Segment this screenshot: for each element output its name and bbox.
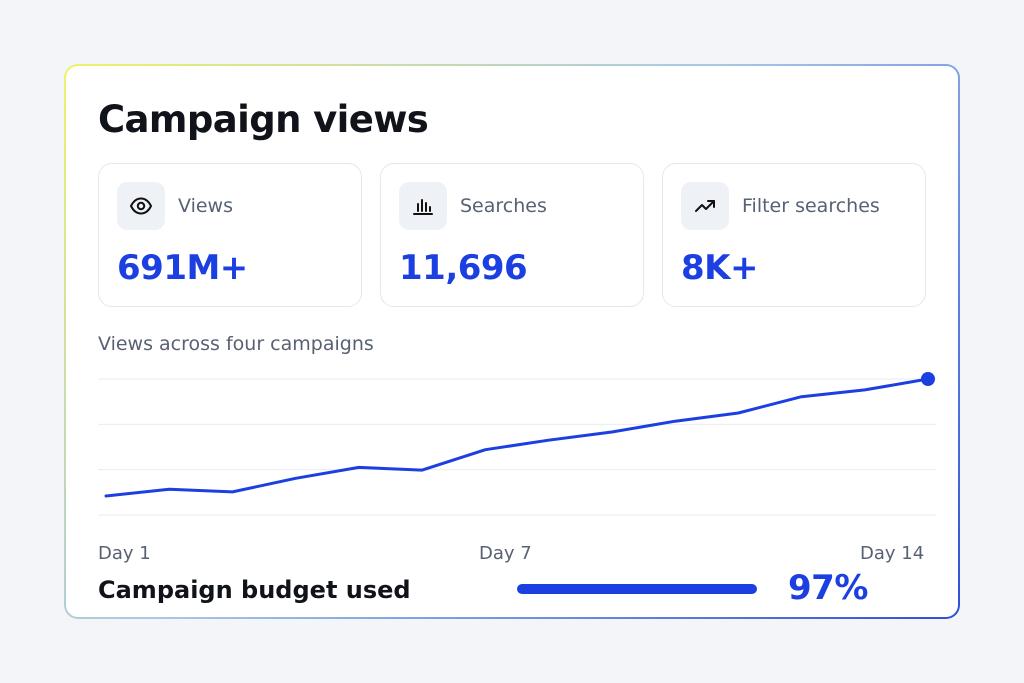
card-frame: Campaign views Views 691M+ Searches 11,6… <box>64 64 960 619</box>
eye-icon <box>117 182 165 230</box>
bar-chart-icon <box>399 182 447 230</box>
budget-label: Campaign budget used <box>98 576 411 604</box>
last-data-point[interactable] <box>921 372 935 386</box>
views-line-chart <box>98 372 936 516</box>
metric-card-searches: Searches 11,696 <box>380 163 644 307</box>
metric-label-views: Views <box>178 195 233 217</box>
x-axis-label-start: Day 1 <box>98 543 151 564</box>
metric-card-filter-searches: Filter searches 8K+ <box>662 163 926 307</box>
metric-value-searches: 11,696 <box>399 248 528 288</box>
metric-label-filter-searches: Filter searches <box>742 195 880 217</box>
series-line <box>104 377 930 498</box>
metric-value-filter-searches: 8K+ <box>681 248 759 288</box>
campaign-card: Campaign views Views 691M+ Searches 11,6… <box>66 66 958 617</box>
budget-progress-fill <box>517 584 757 594</box>
metric-card-views: Views 691M+ <box>98 163 362 307</box>
metric-label-searches: Searches <box>460 195 547 217</box>
trend-up-icon <box>681 182 729 230</box>
x-axis-label-end: Day 14 <box>860 543 925 564</box>
chart-subtitle: Views across four campaigns <box>98 333 374 355</box>
metric-value-views: 691M+ <box>117 248 248 288</box>
x-axis-label-middle: Day 7 <box>479 543 532 564</box>
card-title: Campaign views <box>98 98 429 141</box>
budget-value: 97% <box>788 568 868 608</box>
budget-progress-bar <box>517 584 764 594</box>
